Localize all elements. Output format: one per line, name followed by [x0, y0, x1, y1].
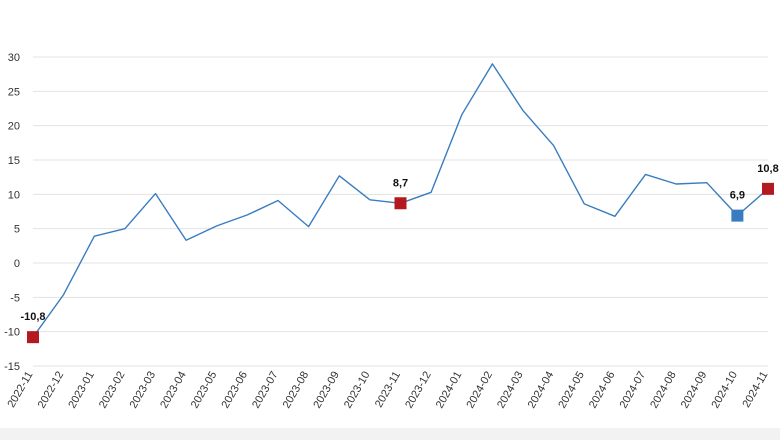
data-point-marker: [27, 331, 39, 344]
x-tick-label: 2023-08: [281, 370, 312, 411]
x-axis-ticks: 2022-11 2022-12 2023-01 2023-02 2023-03 2023-…: [5, 370, 770, 411]
data-markers: -10,8 8,7 6,9 10,8: [20, 163, 779, 344]
x-tick-label: 2023-09: [311, 370, 342, 411]
x-tick-label: 2023-01: [66, 370, 97, 411]
y-tick-label: 10: [8, 189, 20, 201]
x-tick-label: 2023-12: [403, 370, 434, 411]
data-label: 6,9: [730, 190, 745, 202]
y-tick-label: 15: [8, 155, 20, 167]
x-tick-label: 2023-07: [250, 370, 281, 411]
x-tick-label: 2024-07: [618, 370, 649, 411]
y-tick-label: 30: [8, 52, 20, 64]
x-tick-label: 2023-03: [128, 370, 159, 411]
data-label: 8,7: [393, 177, 408, 189]
x-tick-label: 2023-05: [189, 370, 220, 411]
data-point-marker: [731, 209, 744, 222]
x-tick-label: 2024-08: [648, 370, 679, 411]
x-tick-label: 2024-03: [495, 370, 526, 411]
data-point-marker: [762, 182, 774, 195]
bottom-band: [0, 428, 780, 440]
data-point-marker: [394, 197, 407, 210]
y-tick-label: 0: [14, 258, 20, 270]
x-tick-label: 2024-04: [526, 370, 557, 411]
x-tick-label: 2023-11: [373, 370, 403, 410]
y-tick-label: -5: [10, 292, 20, 304]
x-tick-label: 2023-06: [219, 370, 250, 411]
x-tick-label: 2023-10: [342, 370, 373, 411]
data-label: 10,8: [757, 163, 778, 175]
x-tick-label: 2024-01: [434, 370, 465, 411]
x-tick-label: 2022-12: [36, 370, 67, 411]
y-axis-ticks: -15 -10 -5 0 5 10 15 20 25 30: [4, 52, 20, 373]
y-tick-label: 20: [8, 121, 20, 133]
x-tick-label: 2024-06: [587, 370, 618, 411]
data-label: -10,8: [20, 311, 45, 323]
grid-lines: [33, 56, 768, 367]
y-tick-label: -15: [4, 361, 20, 373]
x-tick-label: 2023-02: [97, 370, 128, 411]
y-tick-label: 25: [8, 86, 20, 98]
x-tick-label: 2024-11: [740, 370, 770, 410]
x-tick-label: 2024-09: [679, 370, 710, 411]
x-tick-label: 2024-05: [556, 370, 587, 411]
x-tick-label: 2024-10: [709, 370, 740, 411]
x-tick-label: 2022-11: [5, 370, 35, 410]
y-tick-label: -10: [4, 327, 20, 339]
y-tick-label: 5: [14, 224, 20, 236]
x-tick-label: 2023-04: [158, 370, 189, 411]
x-tick-label: 2024-02: [464, 370, 495, 411]
